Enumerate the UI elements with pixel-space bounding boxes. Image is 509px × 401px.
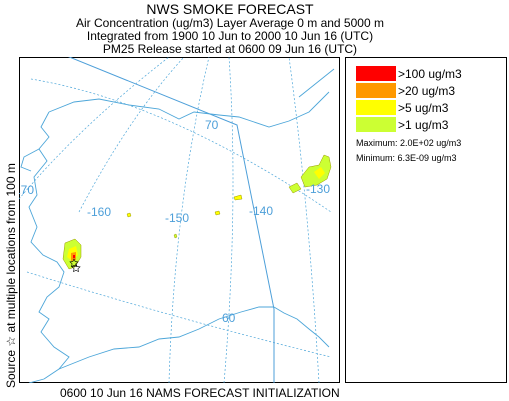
- longitude-label: -130: [306, 182, 330, 196]
- forecast-domain-boundary: [67, 57, 275, 383]
- legend-label-over-100: >100 ug/m3: [398, 67, 462, 81]
- smoke-plume-interior-small-2: [214, 210, 221, 216]
- smoke-plume-east-small: [288, 182, 302, 194]
- latitude-label: 60: [222, 311, 236, 325]
- longitude-130-line: [288, 57, 320, 383]
- legend-label-over-5: >5 ug/m3: [398, 101, 449, 115]
- minimum-concentration: Minimum: 6.3E-09 ug/m3: [356, 153, 457, 163]
- smoke-plume-west-top: [73, 255, 75, 258]
- longitude-label: -170: [19, 183, 34, 197]
- legend-swatch-over-5: [356, 100, 396, 115]
- latitude-70-line: [30, 78, 332, 213]
- alaska-north-coast: [48, 91, 330, 128]
- longitude-150-line: [168, 57, 210, 383]
- southeast-coast: [273, 306, 330, 348]
- alaska-west-coast: [28, 111, 70, 380]
- release-start: PM25 Release started at 0600 09 Jun 16 (…: [102, 42, 358, 56]
- source-markers: [69, 258, 81, 273]
- source-location-text: Source ☆ at multiple locations from 100 …: [4, 163, 18, 388]
- longitude-140-line: [223, 57, 234, 383]
- alaska-south-coast: [58, 306, 274, 370]
- coastlines: [20, 68, 335, 383]
- map-frame: [19, 57, 340, 383]
- canada-arctic-coast: [298, 68, 335, 98]
- longitude-label: -140: [249, 204, 273, 218]
- map-title: NWS SMOKE FORECAST: [146, 1, 314, 17]
- legend-swatch-over-1: [356, 117, 396, 132]
- alaska-peninsula: [28, 378, 45, 383]
- smoke-plume-interior-small-1: [233, 194, 243, 201]
- seward-peninsula: [20, 148, 40, 172]
- longitude-160-line: [78, 57, 185, 213]
- smoke-plume-interior-small-4: [173, 233, 178, 239]
- legend-label-over-1: >1 ug/m3: [398, 118, 449, 132]
- concentration-legend: >100 ug/m3 >20 ug/m3 >5 ug/m3 >1 ug/m3 M…: [345, 57, 507, 383]
- graticule-labels: -170 -160 -150 -140 -130 70 60: [19, 118, 330, 325]
- source-star-icon: [71, 263, 81, 273]
- forecast-initialization: 0600 10 Jun 16 NAMS FORECAST INITIALIZAT…: [60, 386, 340, 400]
- legend-swatch-over-100: [356, 66, 396, 81]
- source-location-label: Source ☆ at multiple locations from 100 …: [4, 163, 18, 388]
- smoke-forecast-map: -170 -160 -150 -140 -130 70 60: [19, 57, 340, 383]
- smoke-plume-interior-small-3: [126, 212, 132, 218]
- smoke-plume-yukon-east-core: [314, 167, 325, 179]
- legend-label-over-20: >20 ug/m3: [398, 84, 456, 98]
- graticule: [19, 57, 332, 383]
- longitude-label: -160: [87, 205, 111, 219]
- concentration-description: Air Concentration (ug/m3) Layer Average …: [76, 16, 384, 30]
- maximum-concentration: Maximum: 2.0E+02 ug/m3: [356, 138, 462, 148]
- source-star-icon: [69, 258, 79, 268]
- smoke-plumes: [62, 154, 332, 270]
- integration-period: Integrated from 1900 10 Jun to 2000 10 J…: [86, 29, 374, 43]
- legend-swatch-over-20: [356, 83, 396, 98]
- longitude-label: -150: [165, 211, 189, 225]
- latitude-60-line: [26, 271, 332, 358]
- latitude-label: 70: [205, 118, 219, 132]
